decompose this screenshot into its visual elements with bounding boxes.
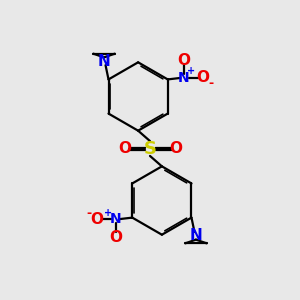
Text: -: - [208, 77, 213, 90]
Text: O: O [169, 141, 182, 156]
Text: O: O [118, 141, 131, 156]
Text: -: - [87, 207, 92, 220]
Text: O: O [178, 53, 190, 68]
Text: +: + [104, 208, 112, 218]
Text: N: N [190, 228, 202, 243]
Text: S: S [143, 140, 157, 158]
Text: +: + [188, 66, 196, 76]
Text: N: N [178, 71, 190, 85]
Text: O: O [90, 212, 104, 226]
Text: N: N [110, 212, 122, 226]
Text: O: O [196, 70, 209, 86]
Text: N: N [98, 54, 110, 69]
Text: O: O [110, 230, 122, 245]
